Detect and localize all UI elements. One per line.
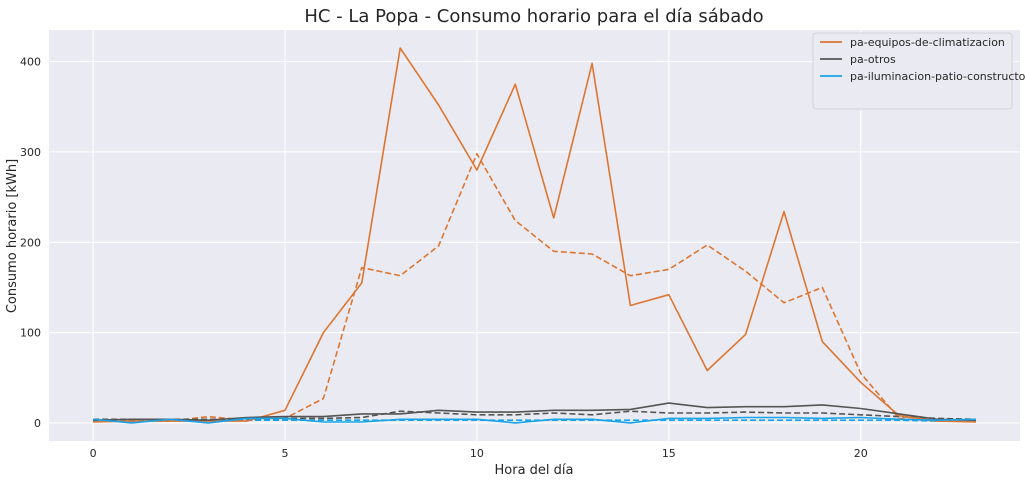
- x-axis-label: Hora del día: [495, 463, 574, 478]
- y-tick-label: 100: [20, 327, 41, 340]
- y-tick-label: 200: [20, 236, 41, 249]
- legend-box: [812, 32, 1013, 110]
- x-tick-label: 5: [282, 447, 289, 460]
- chart-title: HC - La Popa - Consumo horario para el d…: [304, 6, 763, 27]
- line-0: [93, 47, 976, 423]
- x-tick-label: 10: [470, 447, 484, 460]
- y-tick-label: 400: [20, 56, 41, 69]
- y-tick-label: 300: [20, 146, 41, 159]
- y-axis-label: Consumo horario [kWh]: [5, 159, 20, 313]
- x-tick-label: 20: [854, 447, 868, 460]
- legend-entry: pa-equipos-de-climatizacion: [850, 36, 1005, 49]
- x-tick-label: 15: [662, 447, 676, 460]
- line-2: [93, 416, 976, 424]
- legend-entry: pa-otros: [850, 53, 896, 66]
- legend-entry: pa-iluminacion-patio-constructor: [850, 70, 1025, 83]
- line-1: [93, 402, 976, 422]
- x-tick-label: 0: [90, 447, 97, 460]
- legend: pa-equipos-de-climatizacion pa-otros pa-il…: [812, 32, 1025, 110]
- series-group: [93, 47, 976, 424]
- y-tick-label: 0: [34, 417, 41, 430]
